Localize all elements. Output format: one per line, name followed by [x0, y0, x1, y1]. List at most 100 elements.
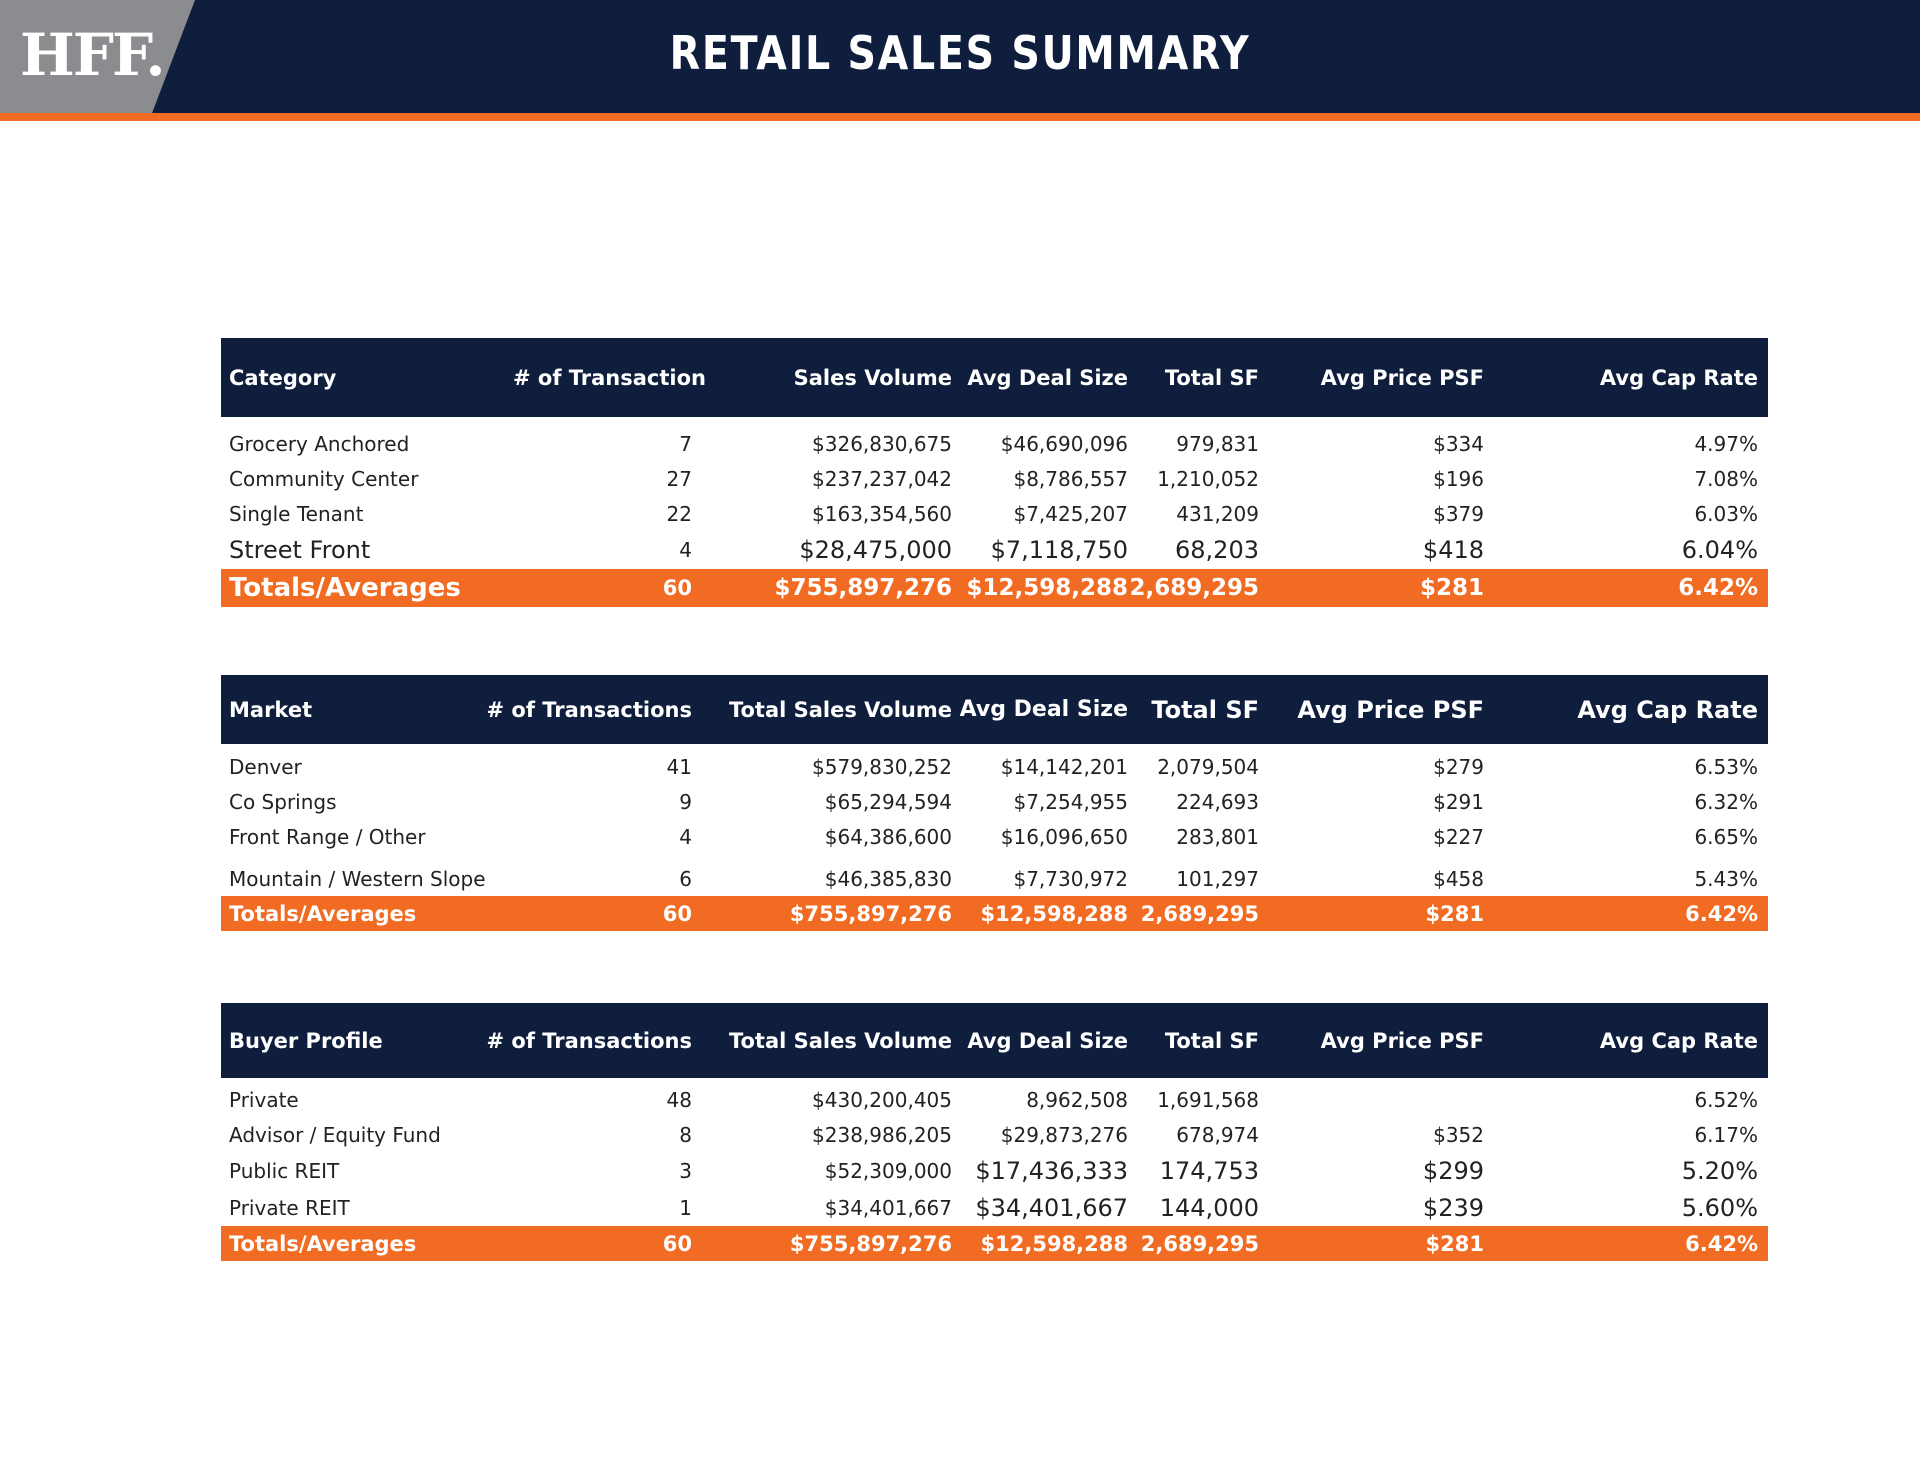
row-cell: 4	[679, 824, 692, 849]
row-cell: $7,425,207	[1013, 501, 1128, 526]
row-cell: 6.03%	[1694, 501, 1758, 526]
row-cell: 3	[679, 1158, 692, 1183]
table-row: Private REIT 1 $34,401,667 $34,401,667 1…	[221, 1189, 1768, 1226]
row-cell: $34,401,667	[824, 1195, 952, 1220]
row-cell: 5.20%	[1681, 1156, 1758, 1185]
totals-cell: 2,689,295	[1129, 575, 1260, 601]
row-cell: 4.97%	[1694, 431, 1758, 456]
row-cell: $430,200,405	[812, 1087, 952, 1112]
row-label: Community Center	[229, 466, 419, 491]
row-cell: 144,000	[1159, 1193, 1259, 1222]
row-cell: $8,786,557	[1013, 466, 1128, 491]
header-cell: Total Sales Volume	[728, 1028, 952, 1053]
header-cell: # of Transactions	[486, 1028, 692, 1053]
totals-cell: $12,598,288	[980, 901, 1128, 926]
table-header: Category # of Transaction Sales Volume A…	[221, 338, 1768, 417]
row-cell: $7,730,972	[1013, 867, 1128, 891]
table-row: Grocery Anchored 7 $326,830,675 $46,690,…	[221, 426, 1768, 461]
row-cell: 224,693	[1176, 789, 1259, 814]
header-cell: Category	[229, 365, 337, 390]
header-cell: Avg Deal Size	[967, 365, 1128, 390]
row-cell: $163,354,560	[812, 501, 952, 526]
row-cell: 174,753	[1159, 1156, 1259, 1185]
row-cell: $7,254,955	[1013, 789, 1128, 814]
totals-cell: 6.42%	[1685, 901, 1758, 926]
header-cell: Avg Deal Size	[967, 1028, 1128, 1053]
row-cell: $16,096,650	[1000, 824, 1128, 849]
row-cell: $17,436,333	[975, 1156, 1128, 1185]
row-cell: 283,801	[1176, 824, 1259, 849]
row-cell: $379	[1433, 501, 1484, 526]
header-cell: Total SF	[1164, 1028, 1259, 1053]
totals-cell: 60	[662, 901, 692, 926]
row-cell: 6.65%	[1694, 824, 1758, 849]
header-cell: Total SF	[1151, 695, 1259, 724]
header-cell: # of Transactions	[486, 697, 692, 722]
row-label: Grocery Anchored	[229, 431, 410, 456]
row-label: Advisor / Equity Fund	[229, 1122, 441, 1147]
row-label: Co Springs	[229, 789, 337, 814]
totals-cell: 2,689,295	[1140, 1231, 1259, 1256]
row-cell: 5.43%	[1694, 867, 1758, 891]
category-table: Category # of Transaction Sales Volume A…	[221, 338, 1768, 607]
row-cell: $326,830,675	[812, 431, 952, 456]
table-header: Market # of Transactions Total Sales Vol…	[221, 675, 1768, 744]
totals-cell: 2,689,295	[1140, 901, 1259, 926]
row-cell: 6.17%	[1694, 1122, 1758, 1147]
row-label: Street Front	[229, 536, 371, 564]
row-cell: 431,209	[1176, 501, 1259, 526]
row-cell: 678,974	[1176, 1122, 1259, 1147]
row-cell: $196	[1433, 466, 1484, 491]
row-label: Private REIT	[229, 1195, 350, 1220]
row-cell: $418	[1422, 536, 1484, 564]
header-accent-stripe	[0, 113, 1920, 121]
row-cell: $299	[1422, 1156, 1484, 1185]
header-cell: Total Sales Volume	[728, 697, 952, 722]
header-cell: Total SF	[1164, 365, 1259, 390]
row-cell: $29,873,276	[1000, 1122, 1128, 1147]
row-cell: $334	[1433, 431, 1484, 456]
table-row: Advisor / Equity Fund 8 $238,986,205 $29…	[221, 1117, 1768, 1152]
row-cell: 68,203	[1175, 536, 1259, 564]
table-row: Private 48 $430,200,405 8,962,508 1,691,…	[221, 1082, 1768, 1117]
row-cell: $291	[1433, 789, 1484, 814]
row-cell: $34,401,667	[975, 1193, 1128, 1222]
table-row: Public REIT 3 $52,309,000 $17,436,333 17…	[221, 1152, 1768, 1189]
row-cell: 6	[679, 867, 692, 891]
totals-cell: $755,897,276	[774, 575, 952, 601]
table-header: Buyer Profile # of Transactions Total Sa…	[221, 1003, 1768, 1078]
totals-row: Totals/Averages 60 $755,897,276 $12,598,…	[221, 1226, 1768, 1261]
row-cell: $458	[1433, 867, 1484, 891]
row-cell: $46,385,830	[824, 867, 952, 891]
totals-row: Totals/Averages 60 $755,897,276 $12,598,…	[221, 896, 1768, 931]
row-cell: 9	[679, 789, 692, 814]
totals-cell: $755,897,276	[789, 901, 952, 926]
header-cell: Sales Volume	[793, 365, 952, 390]
row-cell: $352	[1433, 1122, 1484, 1147]
row-cell: 4	[679, 538, 692, 562]
totals-row: Totals/Averages 60 $755,897,276 $12,598,…	[221, 569, 1768, 607]
header-cell: Avg Price PSF	[1320, 1028, 1484, 1053]
table-row: Front Range / Other 4 $64,386,600 $16,09…	[221, 819, 1768, 854]
row-cell: 6.32%	[1694, 789, 1758, 814]
header-cell: Avg Cap Rate	[1577, 695, 1758, 724]
table-row: Denver 41 $579,830,252 $14,142,201 2,079…	[221, 749, 1768, 784]
totals-cell: $281	[1419, 575, 1484, 601]
table-row: Community Center 27 $237,237,042 $8,786,…	[221, 461, 1768, 496]
row-cell: $28,475,000	[799, 536, 952, 564]
row-label: Denver	[229, 754, 302, 779]
totals-label: Totals/Averages	[229, 573, 461, 603]
header-bar	[0, 0, 1920, 113]
row-cell: 5.60%	[1681, 1193, 1758, 1222]
header-cell: Avg Cap Rate	[1599, 1028, 1758, 1053]
row-cell: 1	[679, 1195, 692, 1220]
row-cell: 48	[666, 1087, 692, 1112]
row-cell: $579,830,252	[812, 754, 952, 779]
row-cell: $239	[1422, 1193, 1484, 1222]
table-row: Co Springs 9 $65,294,594 $7,254,955 224,…	[221, 784, 1768, 819]
totals-cell: $755,897,276	[789, 1231, 952, 1256]
row-label: Single Tenant	[229, 501, 364, 526]
row-cell: 6.53%	[1694, 754, 1758, 779]
row-cell: $65,294,594	[824, 789, 952, 814]
totals-cell: 60	[662, 1231, 692, 1256]
